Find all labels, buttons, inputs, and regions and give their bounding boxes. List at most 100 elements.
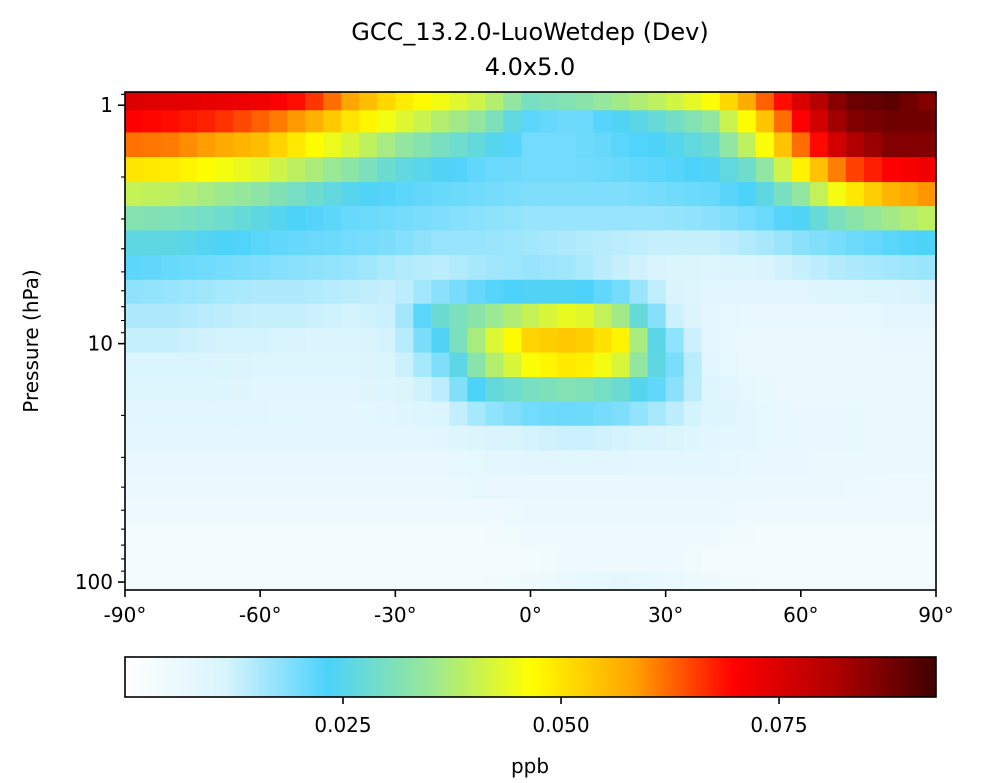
heatmap-cell (431, 157, 450, 183)
heatmap-cell (827, 523, 847, 549)
heatmap-cell (197, 157, 216, 183)
heatmap-cell (305, 352, 324, 378)
heatmap-cell (899, 255, 919, 281)
heatmap-cell (323, 206, 342, 232)
heatmap-cell (233, 401, 252, 427)
heatmap-cell (773, 279, 793, 305)
heatmap-cell (737, 279, 757, 305)
heatmap-cell (629, 401, 649, 427)
heatmap-cell (737, 230, 757, 256)
heatmap-cell (629, 425, 649, 451)
heatmap-cell (125, 157, 144, 183)
heatmap-cell (179, 279, 198, 305)
heatmap-cell (449, 548, 469, 573)
heatmap-cell (755, 352, 775, 378)
heatmap-cell (755, 376, 775, 403)
heatmap-cell (755, 303, 775, 329)
heatmap-cell (179, 328, 198, 354)
heatmap-cell (215, 328, 234, 354)
heatmap-cell (305, 230, 324, 256)
heatmap-cell (503, 572, 523, 591)
heatmap-cell (647, 401, 667, 427)
heatmap-cell (683, 279, 703, 305)
heatmap-cell (287, 352, 306, 378)
heatmap-cell (809, 206, 829, 232)
heatmap-cell (593, 548, 613, 573)
heatmap-cell (665, 548, 685, 573)
heatmap-cell (359, 110, 378, 133)
heatmap-cell (449, 450, 469, 476)
heatmap-cell (287, 523, 306, 549)
heatmap-cell (395, 303, 414, 329)
heatmap-cell (341, 255, 360, 281)
heatmap-cell (809, 376, 829, 403)
heatmap-cell (791, 92, 811, 111)
heatmap-cell (737, 474, 757, 500)
heatmap-cell (269, 182, 288, 207)
heatmap-cell (341, 92, 360, 111)
heatmap-cell (287, 474, 306, 500)
y-axis: 1 10 100 (75, 93, 125, 594)
heatmap-cell (305, 132, 324, 158)
heatmap-cell (827, 132, 847, 158)
heatmap-cell (917, 206, 937, 232)
heatmap-cell (521, 450, 541, 476)
heatmap-cell (161, 279, 180, 305)
heatmap-cell (305, 303, 324, 329)
heatmap-cell (269, 132, 288, 158)
y-tick-label: 10 (88, 332, 113, 356)
heatmap-cell (737, 425, 757, 451)
heatmap-cell (269, 230, 288, 256)
heatmap-cell (647, 92, 667, 111)
heatmap-cell (773, 182, 793, 207)
heatmap-cell (431, 303, 450, 329)
heatmap-cell (467, 474, 487, 500)
heatmap-cell (323, 548, 342, 573)
heatmap-cell (305, 376, 324, 403)
heatmap-cell (665, 110, 685, 133)
heatmap-cell (845, 110, 865, 133)
heatmap-cell (557, 548, 577, 573)
heatmap-cell (881, 548, 901, 573)
heatmap-cell (251, 206, 270, 232)
x-tick-label: -30° (374, 603, 417, 627)
heatmap-cell (161, 230, 180, 256)
heatmap-cell (521, 425, 541, 451)
heatmap-cell (845, 450, 865, 476)
heatmap-cell (431, 376, 450, 403)
heatmap-cell (485, 376, 505, 403)
heatmap-cell (863, 328, 883, 354)
heatmap-cell (449, 523, 469, 549)
heatmap-cell (773, 110, 793, 133)
heatmap-cell (323, 157, 342, 183)
heatmap-cell (431, 230, 450, 256)
heatmap-cell (701, 92, 721, 111)
heatmap-cell (899, 523, 919, 549)
heatmap-cell (809, 352, 829, 378)
x-tick-label: -60° (239, 603, 282, 627)
heatmap-cell (359, 255, 378, 281)
heatmap-cell (341, 352, 360, 378)
heatmap-cell (431, 255, 450, 281)
heatmap-cell (755, 328, 775, 354)
heatmap-cell (215, 303, 234, 329)
heatmap-cell (143, 474, 162, 500)
heatmap-cell (305, 450, 324, 476)
heatmap-cell (377, 157, 396, 183)
heatmap-cell (341, 450, 360, 476)
heatmap-cell (395, 450, 414, 476)
heatmap-cell (377, 110, 396, 133)
heatmap-cell (827, 474, 847, 500)
heatmap-cell (665, 157, 685, 183)
heatmap-cell (719, 303, 739, 329)
heatmap-cell (899, 182, 919, 207)
heatmap-cell (755, 132, 775, 158)
heatmap-cell (305, 157, 324, 183)
heatmap-cell (719, 499, 739, 525)
heatmap-cell (575, 92, 595, 111)
heatmap-cell (377, 279, 396, 305)
heatmap-cell (125, 110, 144, 133)
heatmap-cell (647, 157, 667, 183)
heatmap-cell (287, 303, 306, 329)
heatmap-cell (683, 110, 703, 133)
